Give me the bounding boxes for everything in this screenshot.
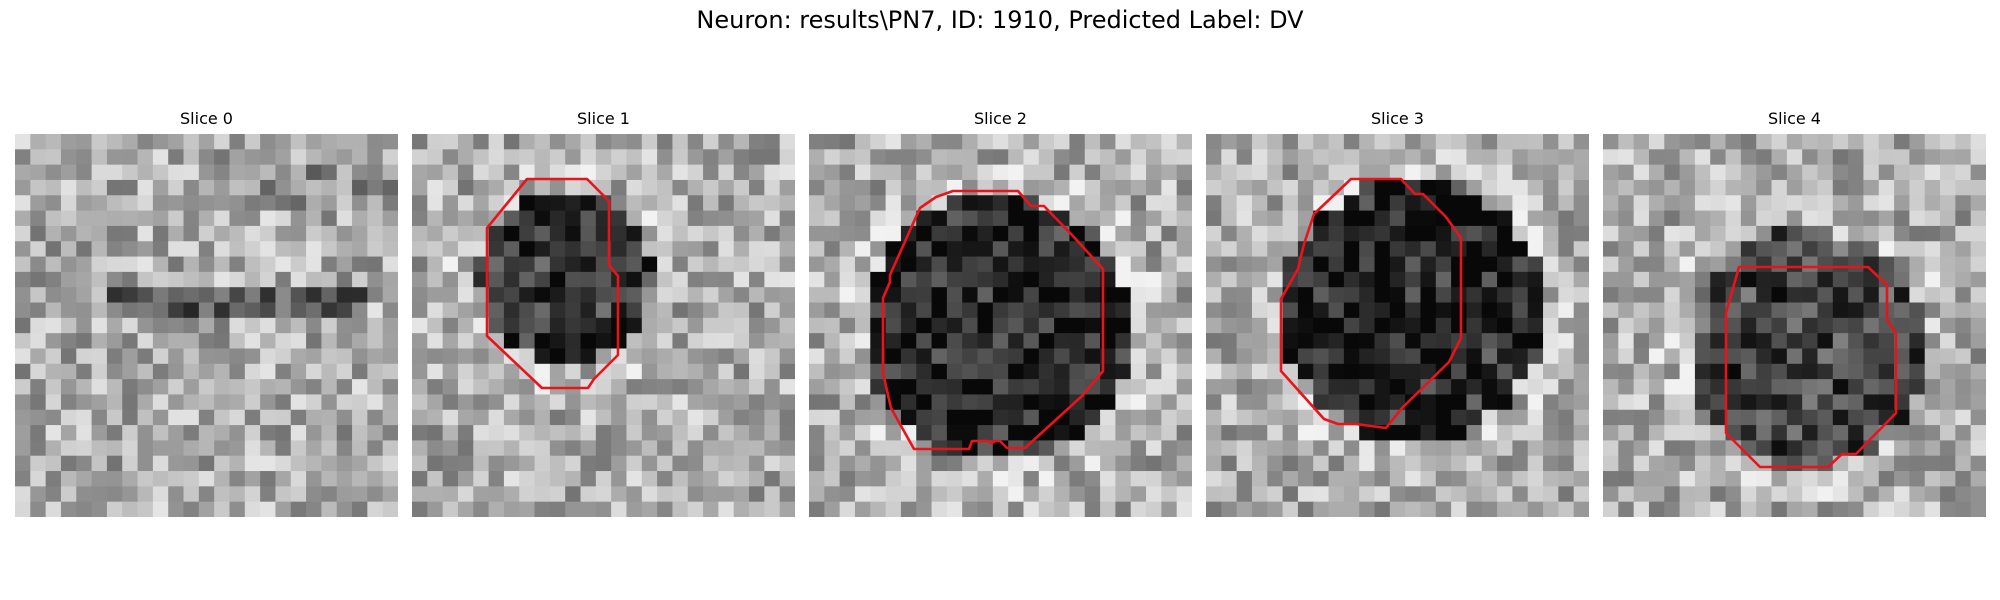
slice-1-outline — [485, 177, 620, 390]
slice-1-image — [412, 134, 795, 517]
slice-0-image — [15, 134, 398, 517]
slice-2-svg — [809, 134, 1192, 517]
slice-3-image — [1206, 134, 1589, 517]
slice-0-pixels — [15, 134, 398, 517]
slice-3-outline — [1279, 177, 1463, 430]
slice-4-title: Slice 4 — [1768, 109, 1821, 128]
slice-3-title: Slice 3 — [1371, 109, 1424, 128]
slice-3-pixels — [1206, 134, 1589, 517]
slice-1-pixels — [412, 134, 795, 517]
slice-0-svg — [15, 134, 398, 517]
slice-2-outline — [881, 189, 1105, 451]
slice-0-title: Slice 0 — [180, 109, 233, 128]
slice-2-pixels — [809, 134, 1192, 517]
slice-2-title: Slice 2 — [974, 109, 1027, 128]
figure-title: Neuron: results\PN7, ID: 1910, Predicted… — [696, 6, 1304, 34]
slice-4-pixels — [1603, 134, 1986, 517]
slice-3-svg — [1206, 134, 1589, 517]
slice-4-outline — [1724, 265, 1898, 469]
slice-4-svg — [1603, 134, 1986, 517]
slice-1-title: Slice 1 — [577, 109, 630, 128]
slice-1-svg — [412, 134, 795, 517]
slice-4-image — [1603, 134, 1986, 517]
slice-2-image — [809, 134, 1192, 517]
